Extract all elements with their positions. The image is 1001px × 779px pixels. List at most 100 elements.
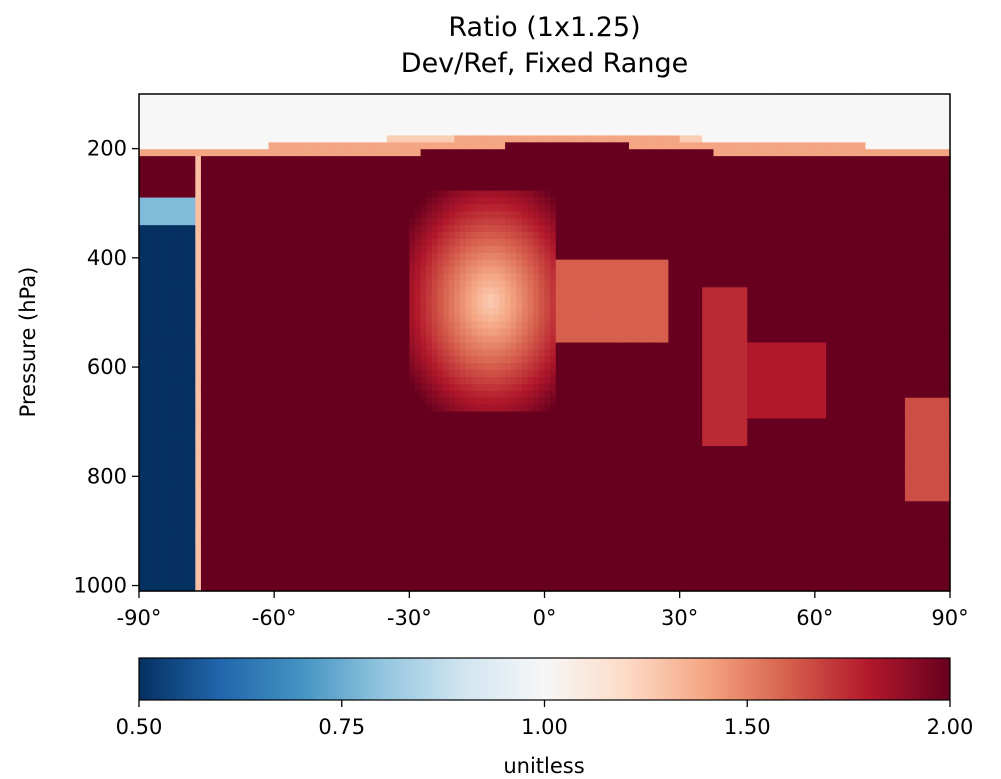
- heatmap-cell: [274, 314, 281, 323]
- heatmap-cell: [234, 342, 241, 350]
- heatmap-cell: [240, 446, 247, 454]
- heatmap-cell: [448, 508, 455, 516]
- heatmap-cell: [364, 473, 371, 482]
- heatmap-cell: [251, 377, 258, 385]
- heatmap-cell: [403, 335, 410, 344]
- heatmap-cell: [369, 301, 377, 309]
- heatmap-cell: [465, 107, 472, 116]
- heatmap-cell: [476, 418, 484, 426]
- heatmap-cell: [516, 307, 523, 316]
- heatmap-cell: [223, 452, 230, 461]
- heatmap-cell: [262, 425, 270, 433]
- heatmap-cell: [189, 107, 196, 116]
- heatmap-cell: [403, 94, 410, 102]
- heatmap-cell: [364, 584, 371, 592]
- heatmap-cell: [369, 521, 377, 530]
- heatmap-cell: [454, 508, 461, 516]
- heatmap-cell: [217, 390, 225, 399]
- heatmap-cell: [392, 245, 399, 254]
- heatmap-cell: [364, 307, 371, 316]
- heatmap-cell: [279, 225, 287, 233]
- heatmap-cell: [251, 473, 258, 482]
- heatmap-cell: [437, 183, 444, 192]
- heatmap-cell: [488, 446, 495, 454]
- heatmap-cell: [516, 107, 523, 116]
- heatmap-cell: [454, 466, 461, 475]
- heatmap-cell: [392, 218, 399, 226]
- heatmap-cell: [488, 321, 495, 330]
- heatmap-cell: [206, 356, 213, 364]
- heatmap-cell: [313, 549, 320, 558]
- heatmap-cell: [527, 121, 534, 130]
- heatmap-cell: [155, 383, 163, 392]
- heatmap-cell: [516, 280, 523, 288]
- heatmap-cell: [414, 439, 422, 447]
- heatmap-cell: [426, 521, 433, 530]
- heatmap-cell: [167, 266, 174, 275]
- heatmap-cell: [443, 252, 450, 261]
- heatmap-cell: [358, 549, 365, 558]
- heatmap-cell: [240, 211, 247, 219]
- heatmap-cell: [217, 335, 225, 344]
- heatmap-cell: [330, 190, 337, 199]
- heatmap-cell: [262, 556, 270, 564]
- heatmap-cell: [375, 501, 382, 509]
- heatmap-cell: [488, 128, 495, 137]
- heatmap-cell: [307, 169, 315, 178]
- heatmap-cell: [476, 190, 484, 199]
- heatmap-cell: [403, 446, 410, 454]
- heatmap-cell: [296, 466, 303, 475]
- heatmap-cell: [476, 232, 484, 240]
- heatmap-cell: [336, 307, 343, 316]
- heatmap-cell: [324, 390, 332, 399]
- heatmap-cell: [155, 549, 163, 558]
- heatmap-cell: [510, 501, 517, 509]
- heatmap-cell: [420, 114, 427, 123]
- heatmap-cell: [257, 370, 264, 378]
- heatmap-cell: [476, 494, 484, 502]
- heatmap-cell: [448, 549, 455, 558]
- heatmap-cell: [268, 245, 275, 254]
- heatmap-cell: [217, 577, 225, 585]
- heatmap-cell: [341, 487, 348, 495]
- heatmap-cell: [324, 521, 332, 530]
- heatmap-cell: [431, 452, 439, 461]
- heatmap-cell: [161, 432, 168, 440]
- heatmap-cell: [150, 446, 157, 454]
- heatmap-cell: [414, 252, 422, 261]
- heatmap-cell: [240, 294, 247, 302]
- heatmap-cell: [195, 142, 202, 150]
- heatmap-cell: [341, 349, 348, 357]
- heatmap-cell: [313, 494, 320, 502]
- heatmap-cell: [240, 584, 247, 592]
- heatmap-cell: [353, 556, 360, 564]
- heatmap-cell: [499, 232, 506, 240]
- heatmap-cell: [341, 314, 348, 323]
- heatmap-cell: [505, 535, 512, 544]
- heatmap-cell: [443, 245, 450, 254]
- heatmap-cell: [268, 487, 275, 495]
- heatmap-cell: [448, 156, 455, 164]
- heatmap-cell: [409, 238, 416, 247]
- heatmap-cell: [319, 266, 326, 275]
- heatmap-cell: [448, 294, 455, 302]
- heatmap-cell: [426, 432, 433, 440]
- heatmap-cell: [184, 466, 191, 475]
- heatmap-cell: [476, 549, 484, 558]
- heatmap-cell: [420, 142, 427, 150]
- heatmap-cell: [223, 370, 230, 378]
- heatmap-cell: [234, 328, 241, 337]
- heatmap-cell: [268, 466, 275, 475]
- heatmap-cell: [409, 245, 416, 254]
- heatmap-cell: [358, 370, 365, 378]
- heatmap-cell: [398, 501, 405, 509]
- heatmap-cell: [251, 411, 258, 420]
- heatmap-cell: [336, 542, 343, 551]
- heatmap-cell: [206, 349, 213, 357]
- heatmap-cell: [369, 342, 377, 350]
- heatmap-cell: [200, 273, 208, 281]
- heatmap-cell: [217, 397, 225, 406]
- heatmap-cell: [139, 225, 146, 233]
- heatmap-cell: [251, 142, 258, 150]
- heatmap-cell: [448, 114, 455, 123]
